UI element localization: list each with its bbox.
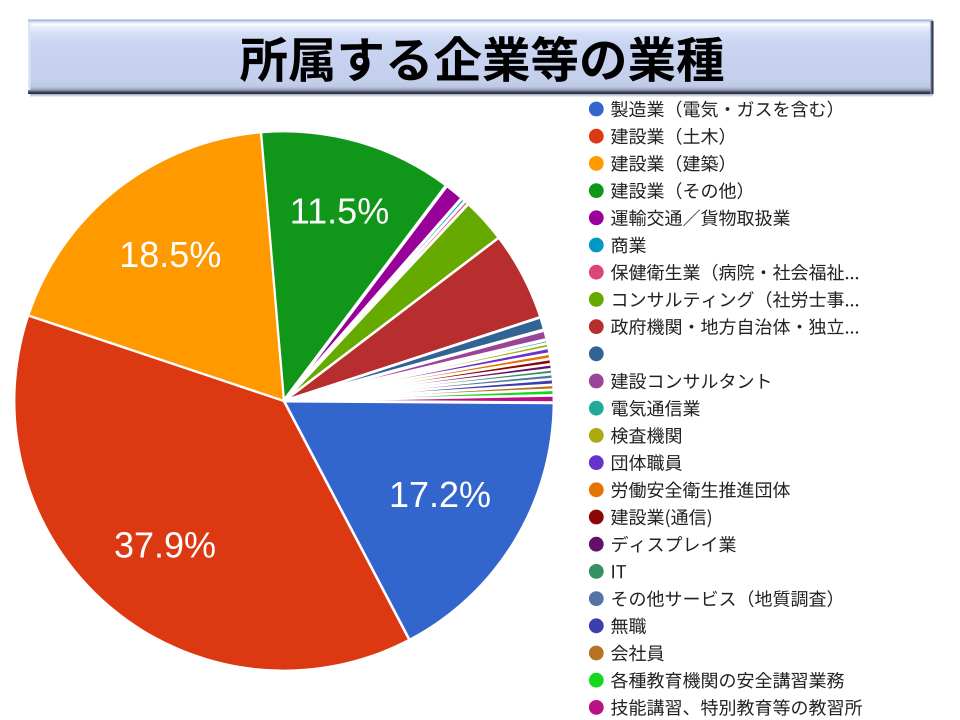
svg-text:11.5%: 11.5% <box>290 191 389 232</box>
svg-text:37.9%: 37.9% <box>114 525 216 566</box>
svg-text:18.5%: 18.5% <box>119 234 221 275</box>
svg-text:17.2%: 17.2% <box>389 474 491 515</box>
